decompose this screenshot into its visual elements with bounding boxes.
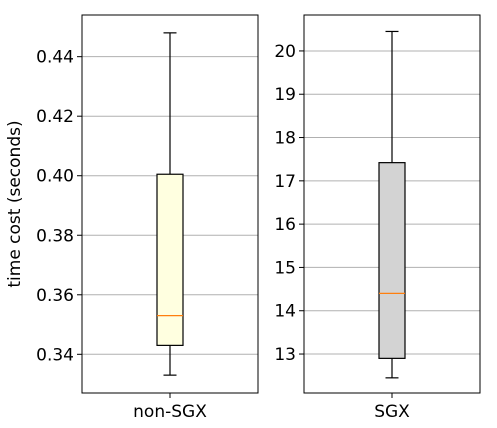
y-tick-label: 16: [274, 215, 296, 235]
sgx-panel: 13 14 15 16 17 18 19 20 SGX: [274, 15, 480, 422]
iqr-box: [379, 163, 405, 359]
y-tick-label: 0.40: [36, 167, 74, 187]
y-tick-label: 0.34: [36, 345, 74, 365]
y-tick-label: 13: [274, 345, 296, 365]
y-tick-label: 15: [274, 258, 296, 278]
non-sgx-panel: time cost (seconds) 0.34 0.36 0.38 0.40 0.42…: [5, 15, 258, 422]
y-tick-label: 0.36: [36, 286, 74, 306]
y-axis-label: time cost (seconds): [5, 120, 25, 287]
y-tick-label: 0.42: [36, 107, 74, 127]
y-tick-label: 0.44: [36, 48, 74, 68]
y-tick-label: 17: [274, 172, 296, 192]
x-tick-label: SGX: [374, 402, 410, 422]
x-tick-label: non-SGX: [133, 402, 207, 422]
iqr-box: [157, 174, 183, 345]
y-tick-label: 18: [274, 129, 296, 149]
y-tick-label: 14: [274, 302, 296, 322]
y-tick-label: 0.38: [36, 226, 74, 246]
y-tick-label: 20: [274, 42, 296, 62]
y-tick-label: 19: [274, 85, 296, 105]
